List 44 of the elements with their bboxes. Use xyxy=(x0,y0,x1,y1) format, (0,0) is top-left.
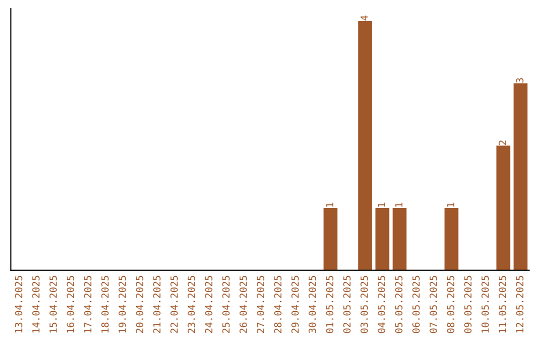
x-tick-label: 10.05.2025 xyxy=(481,276,489,333)
x-tick-label: 22.04.2025 xyxy=(170,276,178,333)
x-tick-label: 18.04.2025 xyxy=(101,276,109,333)
x-tick-label: 21.04.2025 xyxy=(153,276,161,333)
x-tick-label: 23.04.2025 xyxy=(188,276,196,333)
x-tick-label: 08.05.2025 xyxy=(446,276,454,334)
x-tick-label: 01.05.2025 xyxy=(326,276,334,334)
x-tick-label: 25.04.2025 xyxy=(222,276,230,333)
x-tick-label: 12.05.2025 xyxy=(516,276,524,333)
x-tick-label: 03.05.2025 xyxy=(360,276,368,334)
x-tick-label: 05.05.2025 xyxy=(395,276,402,334)
x-tick-label: 19.04.2025 xyxy=(118,276,126,333)
bar xyxy=(358,20,372,270)
data-label: 1 xyxy=(447,202,454,207)
x-tick-label: 09.05.2025 xyxy=(464,276,472,334)
bar xyxy=(514,83,528,270)
x-tick-label: 16.04.2025 xyxy=(66,276,74,333)
bar xyxy=(392,208,407,270)
bar xyxy=(444,208,458,270)
x-tick-label: 29.04.2025 xyxy=(291,276,299,333)
x-tick-label: 11.05.2025 xyxy=(498,276,506,333)
data-label: 1 xyxy=(378,202,386,207)
data-label: 3 xyxy=(516,78,524,83)
x-tick-label: 27.04.2025 xyxy=(256,276,264,333)
x-tick-label: 28.04.2025 xyxy=(274,276,282,333)
x-tick-label: 17.04.2025 xyxy=(84,276,92,333)
x-tick-label: 06.05.2025 xyxy=(412,276,420,334)
data-label: 1 xyxy=(326,202,334,207)
data-label: 1 xyxy=(395,202,402,207)
x-tick-label: 13.04.2025 xyxy=(14,276,22,333)
bar xyxy=(496,146,510,270)
x-tick-label: 24.04.2025 xyxy=(205,276,212,333)
data-label: 2 xyxy=(498,140,506,145)
x-tick-label: 14.04.2025 xyxy=(32,276,40,333)
x-tick-label: 07.05.2025 xyxy=(430,276,438,334)
x-tick-label: 20.04.2025 xyxy=(136,276,144,333)
x-tick-label: 26.04.2025 xyxy=(240,276,247,333)
x-tick-label: 02.05.2025 xyxy=(343,276,351,334)
data-label: 4 xyxy=(360,16,368,20)
x-tick-label: 15.04.2025 xyxy=(49,276,57,333)
bar xyxy=(324,208,338,270)
x-tick-label: 30.04.2025 xyxy=(308,276,316,334)
x-tick-label: 04.05.2025 xyxy=(378,276,386,334)
bar xyxy=(375,208,390,270)
